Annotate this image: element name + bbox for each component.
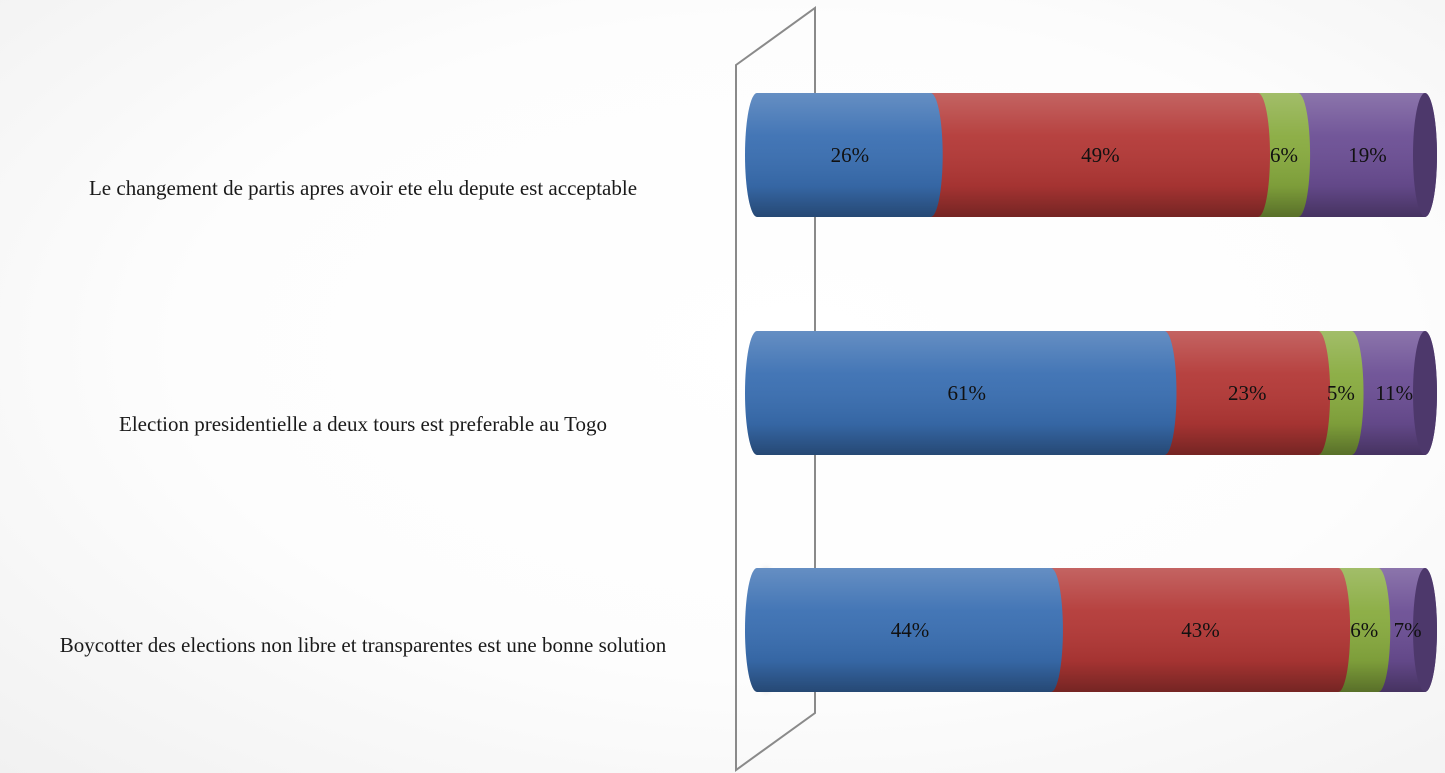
data-label: 5% xyxy=(1327,381,1355,405)
data-label: 44% xyxy=(891,618,930,642)
category-label-1: Le changement de partis apres avoir ete … xyxy=(88,176,638,200)
data-label: 43% xyxy=(1181,618,1220,642)
category-label-2: Election presidentielle a deux tours est… xyxy=(119,412,607,436)
bar-end-cap xyxy=(1413,331,1437,455)
data-label: 11% xyxy=(1375,381,1413,405)
data-label: 19% xyxy=(1348,143,1387,167)
data-label: 7% xyxy=(1394,618,1422,642)
data-label: 23% xyxy=(1228,381,1267,405)
bars-group: 26% 49% 6% 19% 61% 23% 5% 11% 44% 43% 6% 7% xyxy=(745,93,1437,692)
bar-segment-shading xyxy=(745,93,943,217)
data-label: 26% xyxy=(831,143,870,167)
category-label-3: Boycotter des elections non libre et tra… xyxy=(59,633,667,657)
bar-segment-shading xyxy=(1152,330,1331,455)
bar-segment-shading xyxy=(1286,93,1437,217)
bar-segment-shading xyxy=(1339,330,1437,455)
bar-end-cap xyxy=(1413,568,1437,692)
bar-segment-shading xyxy=(918,93,1270,217)
bar-segment-shading xyxy=(1038,568,1351,692)
axis-wall xyxy=(735,6,816,772)
bar-segment-shading xyxy=(745,568,1063,692)
bar-end-cap xyxy=(1413,93,1437,217)
data-label: 6% xyxy=(1270,143,1298,167)
data-label: 6% xyxy=(1350,618,1378,642)
bar-segment-shading xyxy=(745,331,1177,455)
data-label: 61% xyxy=(947,381,986,405)
data-label: 49% xyxy=(1081,143,1120,167)
